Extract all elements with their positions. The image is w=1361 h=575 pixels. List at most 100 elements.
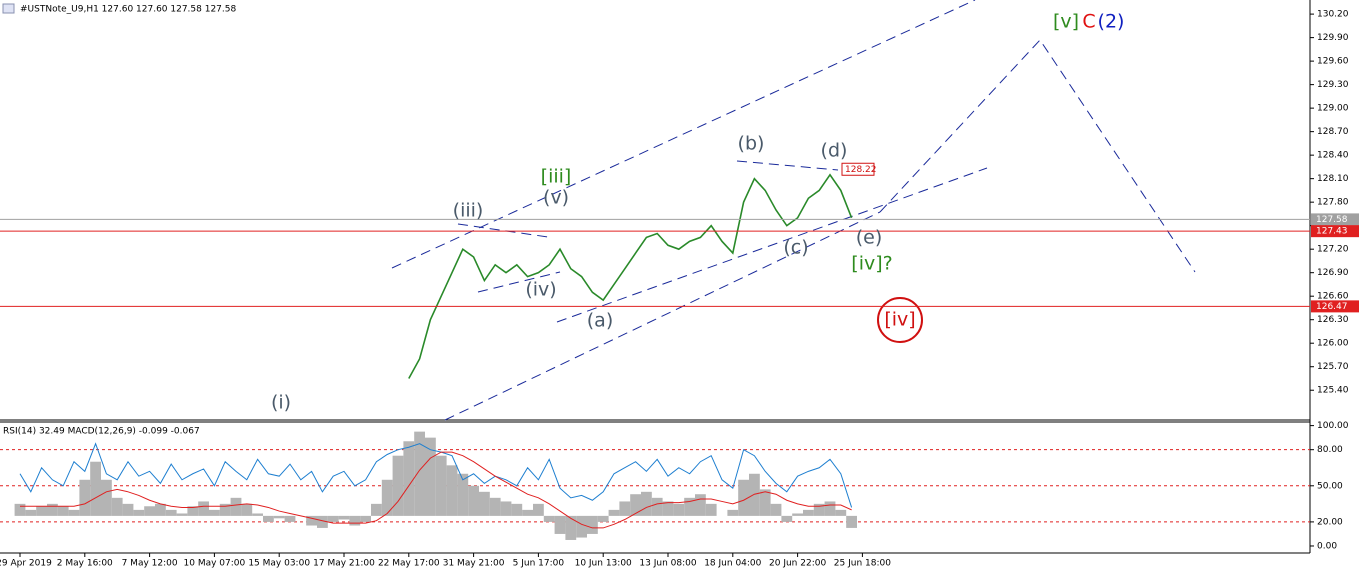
histogram-bar — [759, 489, 771, 516]
price-level-box — [1311, 300, 1359, 313]
histogram-bar — [122, 503, 134, 516]
price-marker-label: 128.22 — [845, 165, 877, 175]
histogram-bar — [500, 501, 512, 516]
wave-label: (b) — [738, 133, 765, 155]
indicator-title: RSI(14) 32.49 MACD(12,26,9) -0.099 -0.06… — [3, 427, 200, 437]
price-level-label: 127.43 — [1316, 227, 1348, 237]
histogram-bar — [770, 503, 782, 516]
y-tick-label: 129.60 — [1317, 57, 1349, 67]
histogram-bar — [338, 515, 350, 520]
price-level-box — [1311, 213, 1359, 226]
histogram-bar — [587, 515, 598, 534]
y-tick-label: 129.30 — [1317, 80, 1349, 90]
y-tick-label: 129.00 — [1317, 104, 1349, 114]
wave-label: [iv]? — [851, 253, 892, 275]
y-tick-label: 80.00 — [1317, 445, 1343, 455]
histogram-bar — [641, 491, 652, 516]
histogram-bar — [608, 509, 620, 516]
histogram-bar — [209, 509, 220, 516]
histogram-bar — [597, 515, 609, 522]
trend-line — [391, 0, 976, 269]
wave-label: (e) — [856, 227, 883, 249]
histogram-bar — [446, 465, 458, 516]
trend-lines — [391, 0, 1196, 421]
x-tick-label: 22 May 17:00 — [378, 559, 440, 569]
x-tick-label: 31 May 21:00 — [443, 559, 505, 569]
histogram-bar — [673, 503, 685, 516]
indicator-line — [20, 451, 852, 529]
y-tick-label: 126.00 — [1317, 339, 1349, 349]
histogram-bar — [219, 503, 231, 516]
y-tick-label: 126.30 — [1317, 315, 1349, 325]
y-tick-label: 125.70 — [1317, 362, 1349, 372]
y-tick-label: 125.40 — [1317, 386, 1349, 396]
histogram-bar — [165, 509, 177, 516]
x-tick-label: 15 May 03:00 — [248, 559, 310, 569]
histogram-bar — [414, 431, 425, 516]
indicator-line — [19, 442, 853, 508]
histogram-bar — [273, 515, 285, 519]
histogram-bar — [846, 515, 857, 528]
chart-icon — [2, 3, 15, 14]
histogram-bar — [533, 503, 544, 516]
histogram-bar — [749, 473, 760, 516]
histogram-bar — [111, 497, 123, 516]
histogram-bar — [824, 501, 836, 516]
histogram-bar — [695, 494, 706, 516]
histogram-bar — [781, 515, 793, 522]
histogram-bar — [792, 513, 803, 516]
y-tick-label: 50.00 — [1317, 481, 1343, 491]
histogram-bar — [813, 503, 825, 516]
wave-label: (i) — [271, 392, 291, 414]
histogram-bar — [522, 509, 533, 516]
histogram-bar — [317, 515, 328, 528]
histogram-bar — [68, 509, 80, 516]
y-tick-label: 20.00 — [1317, 517, 1343, 527]
price-level-box — [1311, 225, 1359, 238]
x-tick-label: 10 Jun 13:00 — [575, 559, 632, 569]
trend-line — [556, 167, 988, 323]
x-tick-label: 13 Jun 08:00 — [639, 559, 696, 569]
wave-label: (a) — [587, 310, 613, 332]
y-tick-label: 129.90 — [1317, 33, 1349, 43]
histogram-bar — [36, 506, 47, 516]
histogram-bar — [511, 503, 523, 516]
price-level-label: 127.58 — [1316, 215, 1348, 225]
histogram-bar — [144, 506, 155, 516]
histogram-bar — [651, 497, 663, 516]
histogram-bar — [327, 515, 339, 522]
histogram-bar — [727, 509, 739, 516]
histogram-bar — [489, 497, 501, 516]
x-tick-label: 2 May 16:00 — [57, 559, 113, 569]
wave-label: [iii] — [541, 166, 572, 188]
histogram-bar — [803, 509, 814, 516]
histogram-bar — [230, 497, 242, 516]
histogram-bar — [381, 479, 393, 516]
histogram-bar — [543, 515, 555, 522]
highlight-circle — [877, 297, 923, 343]
price-level-label: 126.47 — [1316, 302, 1348, 312]
y-tick-label: 127.80 — [1317, 198, 1349, 208]
trend-line — [477, 271, 561, 293]
histogram-bar — [25, 509, 37, 516]
histogram-bar — [662, 501, 674, 516]
histogram-bar — [133, 509, 145, 516]
histogram-bar — [835, 509, 847, 516]
trend-line — [736, 160, 839, 171]
y-tick-label: 128.70 — [1317, 127, 1349, 137]
price-line — [408, 173, 853, 379]
histogram-bar — [187, 506, 199, 516]
price-marker-box — [841, 162, 875, 176]
x-tick-label: 17 May 21:00 — [313, 559, 375, 569]
x-tick-label: 10 May 07:00 — [184, 559, 246, 569]
x-tick-label: 20 Jun 22:00 — [769, 559, 826, 569]
histogram-bar — [425, 437, 436, 516]
histogram-bar — [252, 513, 263, 516]
histogram-bar — [435, 455, 447, 516]
histogram-bar — [101, 479, 112, 516]
histogram-bar — [392, 455, 404, 516]
y-tick-label: 126.90 — [1317, 268, 1349, 278]
histogram-bar — [457, 473, 469, 516]
